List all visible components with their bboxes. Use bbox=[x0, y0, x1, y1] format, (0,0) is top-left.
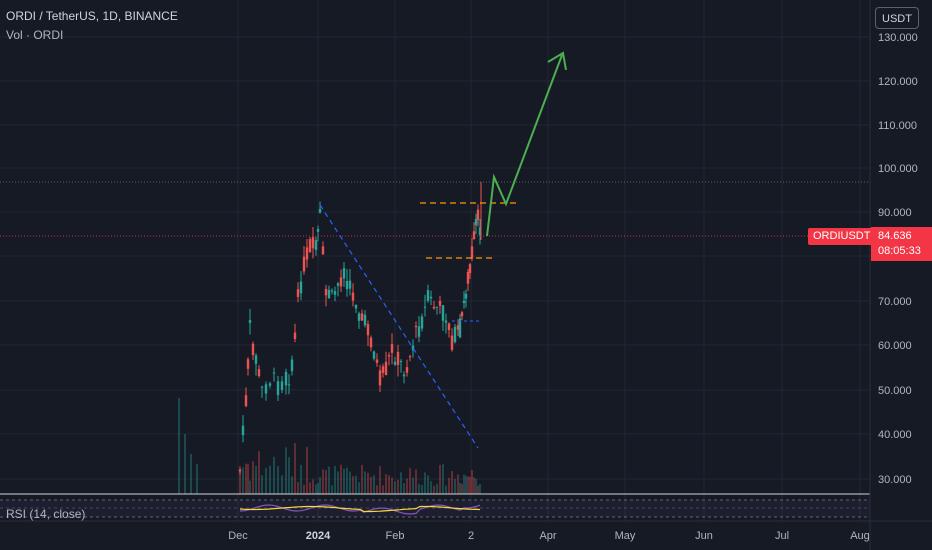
price-tick: 70.000 bbox=[878, 296, 912, 308]
time-tick: 2024 bbox=[306, 530, 331, 542]
price-tick: 110.000 bbox=[878, 120, 917, 132]
chart-title[interactable]: ORDI / TetherUS, 1D, BINANCE bbox=[6, 9, 178, 23]
projection-arrow-path[interactable] bbox=[486, 54, 563, 237]
volume-legend[interactable]: Vol · ORDI bbox=[6, 28, 64, 42]
price-tick: 40.000 bbox=[878, 429, 912, 441]
bar-countdown: 08:05:33 bbox=[878, 245, 921, 257]
projection-arrow-head bbox=[547, 51, 567, 71]
rsi-legend[interactable]: RSI (14, close) bbox=[6, 507, 86, 521]
price-tick: 100.000 bbox=[878, 163, 918, 175]
price-axis[interactable]: 130.000 120.000 110.000 100.000 90.000 7… bbox=[878, 32, 918, 486]
rsi-ma-line bbox=[239, 505, 481, 513]
time-tick: Apr bbox=[539, 530, 556, 542]
candlestick-series bbox=[238, 182, 482, 475]
price-tick: 30.000 bbox=[878, 474, 912, 486]
price-tick: 60.000 bbox=[878, 340, 912, 352]
last-price-badge: 84.636 08:05:33 bbox=[871, 227, 932, 261]
descending-trendline[interactable] bbox=[319, 204, 479, 449]
currency-button[interactable]: USDT bbox=[875, 7, 919, 29]
time-tick: Feb bbox=[386, 530, 405, 542]
last-price-value: 84.636 bbox=[878, 230, 912, 242]
time-tick: May bbox=[615, 530, 636, 542]
volume-bars bbox=[178, 398, 481, 494]
rsi-pane bbox=[0, 493, 870, 518]
price-tick: 120.000 bbox=[878, 76, 918, 88]
time-tick: Aug bbox=[850, 530, 870, 542]
time-tick: 2 bbox=[468, 530, 474, 542]
grid-lines bbox=[0, 0, 870, 521]
price-tick: 90.000 bbox=[878, 207, 912, 219]
price-tick: 130.000 bbox=[878, 32, 918, 44]
rsi-line bbox=[239, 504, 481, 515]
price-tick: 50.000 bbox=[878, 385, 912, 397]
time-tick: Dec bbox=[228, 530, 248, 542]
time-tick: Jun bbox=[695, 530, 713, 542]
time-axis[interactable]: Dec 2024 Feb 2 Apr May Jun Jul Aug bbox=[228, 530, 870, 542]
time-tick: Jul bbox=[775, 530, 789, 542]
symbol-price-label: ORDIUSDT bbox=[808, 228, 876, 245]
